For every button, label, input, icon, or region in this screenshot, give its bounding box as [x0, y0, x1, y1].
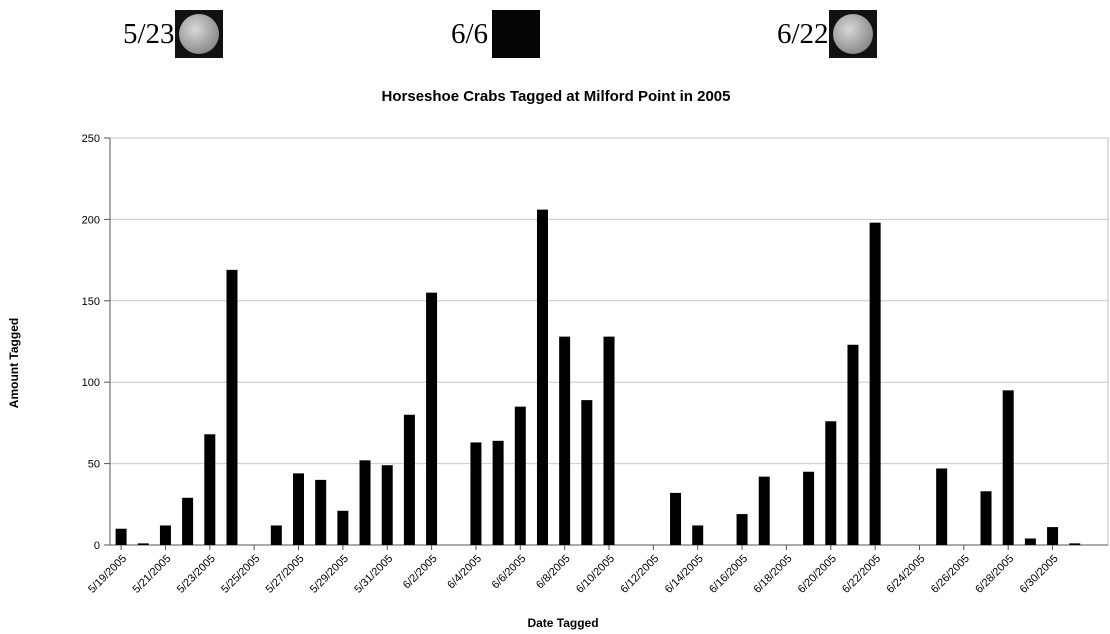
moon-phase-date: 5/23 [123, 17, 175, 50]
bar: 6/4/2005 [470, 442, 482, 545]
bar: 5/21/2005 [159, 525, 171, 545]
x-tick-label: 6/14/2005 [663, 553, 706, 596]
bar: 6/19/2005 [803, 471, 815, 545]
bar: 5/28/2005 [315, 479, 327, 545]
x-tick-label: 6/10/2005 [574, 553, 617, 596]
x-tick-label: 6/2/2005 [401, 553, 440, 592]
bar: 6/21/2005 [847, 344, 859, 545]
bar: 5/20/2005 [137, 543, 149, 545]
x-tick-label: 6/16/2005 [707, 553, 750, 596]
moon-phase-strip: 5/23 6/6 6/22 [0, 0, 1110, 75]
bar: 5/26/2005 [270, 525, 282, 545]
bar: 6/1/2005 [403, 414, 415, 545]
bar: 6/8/2005 [559, 336, 571, 545]
moon-phase-date: 6/6 [451, 17, 489, 50]
x-axis-label: Date Tagged [527, 616, 598, 630]
new-moon-icon [492, 10, 541, 58]
y-tick-label: 200 [82, 214, 100, 226]
bar: 6/28/2005 [1002, 390, 1014, 545]
bar: 7/1/2005 [1069, 543, 1081, 545]
moon-phase-3: 6/22 [777, 10, 877, 58]
bar: 6/16/2005 [736, 514, 748, 545]
bar: 6/2/2005 [426, 292, 438, 545]
bar: 6/17/2005 [758, 476, 770, 545]
chart-title: Horseshoe Crabs Tagged at Milford Point … [382, 88, 731, 105]
bar: 5/29/2005 [337, 510, 349, 545]
bar-chart: Horseshoe Crabs Tagged at Milford Point … [7, 88, 1109, 630]
x-tick-label: 5/23/2005 [175, 553, 218, 596]
x-tick-label: 5/27/2005 [264, 553, 307, 596]
y-tick-label: 250 [82, 133, 100, 145]
x-tick-label: 6/8/2005 [534, 553, 573, 592]
bar: 6/27/2005 [980, 491, 992, 545]
bar: 6/29/2005 [1024, 538, 1036, 545]
bar: 6/6/2005 [514, 406, 526, 545]
x-tick-label: 6/28/2005 [973, 553, 1016, 596]
x-tick-label: 6/24/2005 [885, 553, 928, 596]
full-moon-icon [174, 10, 223, 58]
x-tick-label: 6/6/2005 [490, 553, 529, 592]
bar: 6/10/2005 [603, 336, 615, 545]
x-tick-label: 6/26/2005 [929, 553, 972, 596]
y-axis-label: Amount Tagged [7, 318, 21, 408]
bar: 6/5/2005 [492, 440, 504, 545]
bar: 6/30/2005 [1047, 527, 1059, 545]
x-tick-label: 6/12/2005 [618, 553, 661, 596]
moon-phase-date: 6/22 [777, 17, 829, 50]
moon-phase-1: 5/23 [123, 10, 223, 58]
bar: 5/23/2005 [204, 434, 216, 545]
bar: 5/22/2005 [182, 497, 194, 545]
x-tick-label: 5/25/2005 [219, 553, 262, 596]
bar: 5/19/2005 [115, 528, 127, 545]
x-tick-label: 6/20/2005 [796, 553, 839, 596]
y-tick-label: 150 [82, 296, 100, 308]
bar: 6/13/2005 [670, 492, 682, 545]
bar: 5/27/2005 [293, 473, 305, 545]
x-tick-label: 5/21/2005 [130, 553, 173, 596]
moon-phase-2: 6/6 [451, 10, 541, 58]
plot-area: 0 50 100 150 200 250 5/19/2005 5/20/2005 5/21/20… [82, 133, 1109, 596]
x-tick-label: 6/4/2005 [445, 553, 484, 592]
bar: 5/24/2005 [226, 269, 238, 545]
bar: 6/9/2005 [581, 400, 593, 545]
x-tick-label: 6/18/2005 [751, 553, 794, 596]
bar: 6/14/2005 [692, 525, 704, 545]
bar: 6/7/2005 [536, 209, 548, 545]
bar: 5/31/2005 [381, 465, 393, 545]
x-tick-label: 6/30/2005 [1018, 553, 1061, 596]
bar: 5/30/2005 [359, 460, 371, 545]
x-tick-label: 5/29/2005 [308, 553, 351, 596]
full-moon-icon [828, 10, 877, 58]
x-tick-label: 5/19/2005 [86, 553, 129, 596]
x-tick-label: 6/22/2005 [840, 553, 883, 596]
y-tick-label: 50 [88, 459, 100, 471]
y-tick-label: 100 [82, 377, 100, 389]
bar: 6/22/2005 [869, 222, 881, 545]
y-tick-label: 0 [94, 540, 100, 552]
bar: 6/20/2005 [825, 421, 837, 545]
x-tick-label: 5/31/2005 [352, 553, 395, 596]
bar: 6/25/2005 [936, 468, 948, 545]
